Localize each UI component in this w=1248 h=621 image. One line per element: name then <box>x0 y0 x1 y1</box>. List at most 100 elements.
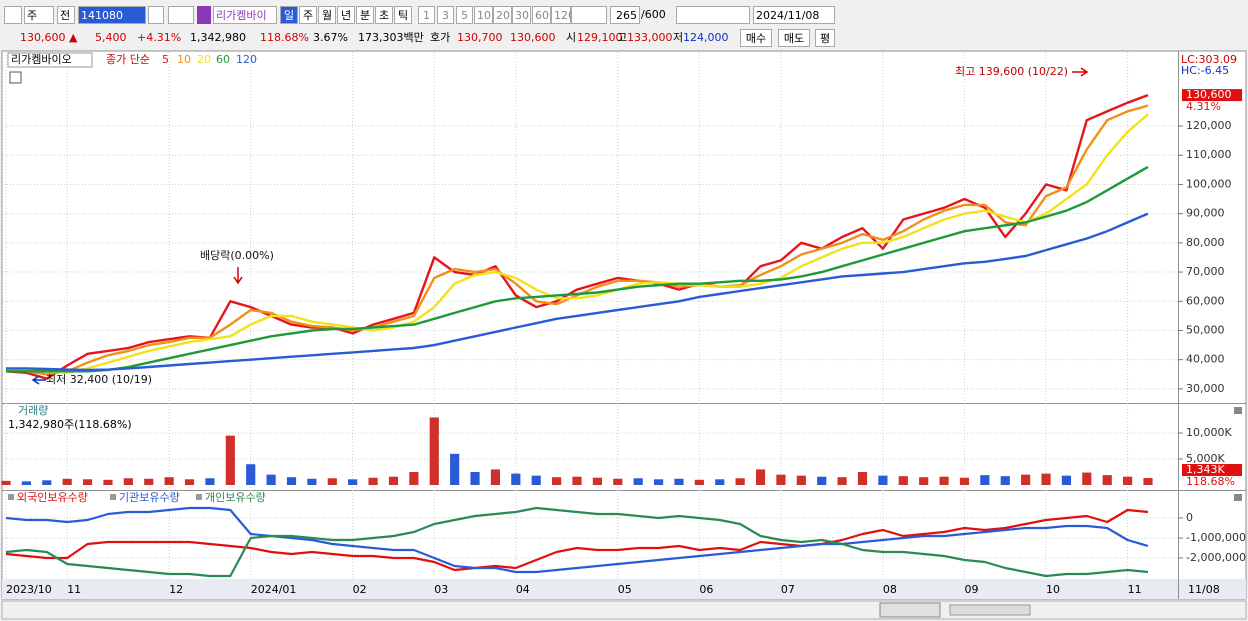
count-input[interactable]: 265 <box>610 6 640 24</box>
legend-swatch <box>8 494 14 500</box>
ask: 130,700 <box>457 31 503 44</box>
volume-bar <box>1021 474 1031 485</box>
last-sub-label: 4.31% <box>1186 100 1221 113</box>
x-tick-label: 02 <box>353 583 367 596</box>
step-button[interactable]: 3 <box>437 6 454 24</box>
step-button[interactable]: 10 <box>474 6 493 24</box>
volume-subtitle: 1,342,980주(118.68%) <box>8 418 132 431</box>
legend-item: 외국인보유수량 <box>17 491 88 504</box>
volume-bar <box>388 476 399 485</box>
step-button[interactable]: 1 <box>418 6 435 24</box>
annotation-arrow <box>233 267 243 285</box>
series-line <box>5 113 1149 374</box>
interval-button[interactable]: 틱 <box>394 6 412 24</box>
interval-button[interactable]: 일 <box>280 6 298 24</box>
legend-item: 5 <box>162 53 169 66</box>
last-tag <box>1182 464 1242 477</box>
x-tick-label: 10 <box>1046 583 1060 596</box>
scroll-bar[interactable] <box>1 600 1247 620</box>
volume-bar <box>123 478 133 485</box>
avg-button[interactable]: 평 <box>815 29 835 47</box>
chart-background <box>1 50 1247 600</box>
y-tick-label: 40,000 <box>1186 353 1225 366</box>
volume-bar <box>878 475 888 485</box>
sell-button[interactable]: 매도 <box>778 29 810 47</box>
open: 129,100 <box>577 31 623 44</box>
legend-item: 개인보유수량 <box>205 491 266 504</box>
volume-bar <box>470 472 480 485</box>
y-tick-label: 70,000 <box>1186 265 1225 278</box>
hc-label: HC:-6.45 <box>1181 64 1229 77</box>
annotation-arrow <box>31 375 46 385</box>
volume-bar <box>450 453 460 485</box>
change: 5,400 <box>95 31 127 44</box>
volume-bar <box>939 476 949 485</box>
volume-bar <box>286 477 297 485</box>
volume-bar <box>511 473 521 485</box>
code-input[interactable]: 141080 <box>78 6 146 24</box>
menu-icon[interactable] <box>4 6 22 24</box>
ask-label: 호가 <box>430 31 451 44</box>
zoom-slider[interactable] <box>949 604 1031 616</box>
interval-button[interactable]: 분 <box>356 6 374 24</box>
volume-bar <box>776 474 786 485</box>
step-button[interactable]: 20 <box>493 6 512 24</box>
volume-bar <box>572 476 582 485</box>
title-box <box>7 52 93 68</box>
sound-button[interactable] <box>168 6 194 24</box>
volume-bar <box>184 479 195 485</box>
step-button[interactable]: 120 <box>551 6 575 24</box>
volume-bar <box>368 477 378 485</box>
step-button[interactable]: 30 <box>512 6 531 24</box>
step-select[interactable] <box>571 6 607 24</box>
series-line <box>5 508 1149 572</box>
series-line <box>5 506 1149 574</box>
close-button[interactable] <box>1234 494 1242 501</box>
count-max: /600 <box>641 8 666 21</box>
interval-button[interactable]: 주 <box>299 6 317 24</box>
volume-bar <box>1102 475 1112 485</box>
panel-icon[interactable] <box>9 71 22 84</box>
annotation: 배당락(0.00%) <box>200 249 274 262</box>
nav-buttons[interactable] <box>879 602 941 618</box>
volume-bar <box>715 479 725 485</box>
volume-bar <box>735 478 745 485</box>
annotation: 최저 32,400 (10/19) <box>46 373 152 386</box>
interval-button[interactable]: 월 <box>318 6 336 24</box>
date-input[interactable]: 2024/11/08 <box>753 6 835 24</box>
volume-bar <box>1143 478 1153 485</box>
high-label: 고 <box>617 31 628 44</box>
x-end-label: 11/08 <box>1188 583 1220 596</box>
series-line <box>5 506 1149 578</box>
volume-bar <box>592 477 602 485</box>
tool-icons[interactable] <box>676 6 750 24</box>
buy-button[interactable]: 매수 <box>740 29 772 47</box>
volume-bar <box>898 476 908 485</box>
legend-item: 기관보유수량 <box>119 491 180 504</box>
step-button[interactable]: 5 <box>456 6 473 24</box>
x-tick-label: 05 <box>618 583 632 596</box>
x-tick-label: 11 <box>1128 583 1142 596</box>
step-button[interactable]: 60 <box>532 6 551 24</box>
x-tick-label: 2024/01 <box>251 583 297 596</box>
price: 130,600 ▲ <box>20 31 78 44</box>
interval-button[interactable]: 초 <box>375 6 393 24</box>
annotation: 최고 139,600 (10/22) <box>955 65 1068 78</box>
legend-item: 60 <box>216 53 230 66</box>
amount: 173,303백만 <box>358 31 424 44</box>
volume-bar <box>1061 475 1072 485</box>
compare-button[interactable]: 전 <box>57 6 75 24</box>
volume-bar <box>1000 476 1010 485</box>
volume-bar <box>1123 476 1133 485</box>
period-select[interactable]: 주 <box>24 6 54 24</box>
bid: 130,600 <box>510 31 556 44</box>
volume-bar <box>205 478 215 485</box>
volume-bar <box>21 481 31 485</box>
close-button[interactable] <box>1234 407 1242 414</box>
volume: 1,342,980 <box>190 31 246 44</box>
series-line <box>6 165 1149 373</box>
search-button[interactable] <box>148 6 164 24</box>
interval-button[interactable]: 년 <box>337 6 355 24</box>
volume-bar <box>307 478 317 485</box>
